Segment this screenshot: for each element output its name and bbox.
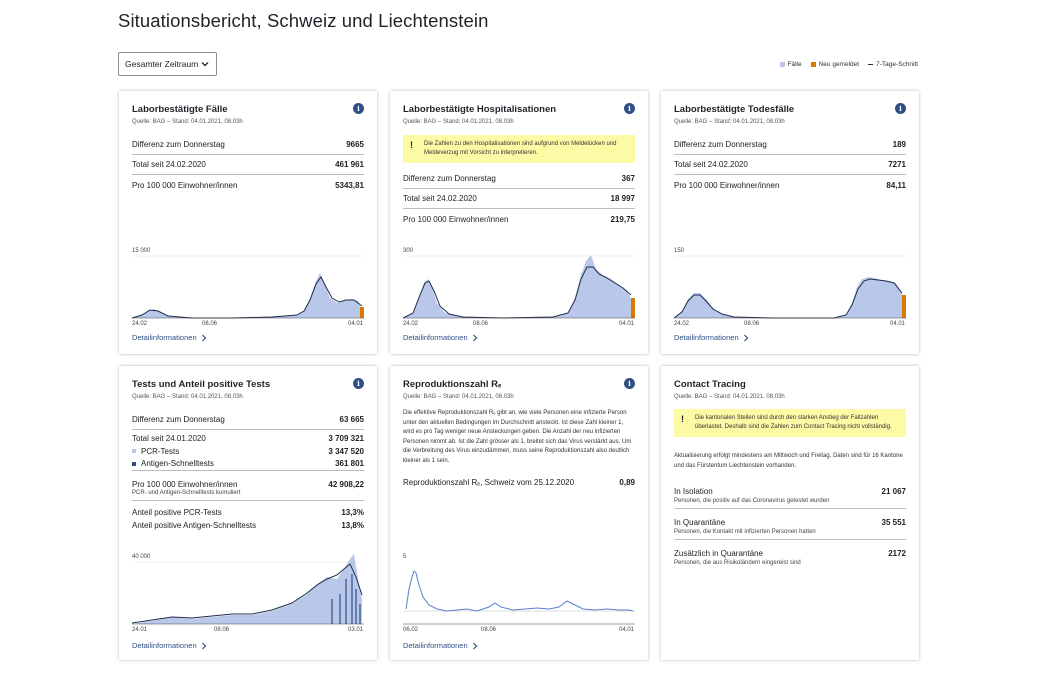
y-max-label: 300 [403, 248, 414, 254]
info-icon[interactable]: i [353, 378, 364, 389]
row-per100k-note: PCR- und Antigen-Schnelltests kumuliert [132, 490, 241, 496]
x-tick: 04.01 [890, 321, 906, 327]
chevron-right-icon [743, 334, 748, 341]
row-additional-quarantine: Zusätzlich in Quarantäne 2172 [674, 548, 906, 558]
row-diff: Differenz zum Donnerstag 63 665 [132, 410, 364, 430]
chart-cases: 15 000 24.02 08.06 04.01 [132, 248, 364, 327]
detail-link[interactable]: Detailinformationen [403, 641, 478, 650]
row-antigen: Antigen-Schnelltests 361 801 [132, 457, 364, 471]
x-tick: 06.02 [403, 627, 419, 633]
y-max-label: 150 [674, 248, 685, 254]
row-diff: Differenz zum Donnerstag 9665 [132, 135, 364, 155]
chevron-right-icon [472, 334, 477, 341]
row-quarantine-note: Personen, die Kontakt mit infizierten Pe… [674, 529, 816, 535]
info-icon[interactable]: i [895, 103, 906, 114]
warning-box: ! Die Zahlen zu den Hospitalisationen sin… [403, 135, 635, 163]
detail-link[interactable]: Detailinformationen [132, 641, 207, 650]
row-per100k: Pro 100 000 Einwohner/innen 5343,81 [132, 180, 364, 190]
y-max-label: 40 000 [132, 554, 151, 560]
page-title: Situationsbericht, Schweiz und Liechtens… [118, 10, 489, 31]
card-source: Quelle: BAG – Stand: 04.01.2021, 08.03h [674, 394, 785, 400]
legend-item-faelle: Fälle [779, 61, 802, 68]
chevron-down-icon [201, 62, 209, 67]
chevron-right-icon [472, 642, 477, 649]
x-tick: 04.01 [619, 321, 635, 327]
time-range-value: Gesamter Zeitraum [125, 59, 199, 69]
x-tick: 03.01 [348, 627, 364, 633]
x-tick: 24.02 [132, 321, 148, 327]
x-tick: 08.06 [481, 627, 497, 633]
x-tick: 24.02 [403, 321, 419, 327]
row-positive-pcr: Anteil positive PCR-Tests 13,3% [132, 508, 364, 517]
card-hospitalisations: Laborbestätigte Hospitalisationen Quelle… [390, 91, 648, 354]
legend-item-neu-gemeldet: Neu gemeldet [810, 61, 859, 68]
row-per100k: Pro 100 000 Einwohner/innen 219,75 [403, 214, 635, 224]
row-per100k: Pro 100 000 Einwohner/innen 84,11 [674, 180, 906, 190]
card-source: Quelle: BAG – Stand: 04.01.2021, 08.03h [403, 119, 514, 125]
card-source: Quelle: BAG – Stand: 04.01.2021, 08.03h [132, 394, 243, 400]
card-contact-tracing: Contact Tracing Quelle: BAG – Stand: 04.… [661, 366, 919, 660]
card-title: Contact Tracing [674, 379, 746, 390]
card-source: Quelle: BAG – Stand: 04.01.2021, 08.03h [132, 119, 243, 125]
row-quarantine: In Quarantäne 35 551 [674, 517, 906, 527]
chart-legend: Fälle Neu gemeldet 7-Tage-Schnitt [779, 61, 918, 68]
chart-tests: 40 000 24.01 08.06 03.01 [132, 554, 364, 633]
x-tick: 24.01 [132, 627, 148, 633]
card-reproduction: Reproduktionszahl Rₑ Quelle: BAG – Stand… [390, 366, 648, 660]
card-title: Reproduktionszahl Rₑ [403, 379, 502, 390]
info-icon[interactable]: i [624, 378, 635, 389]
card-tests: Tests und Anteil positive Tests Quelle: … [119, 366, 377, 660]
chart-hospitalisations: 300 24.02 08.06 04.01 [403, 248, 635, 327]
card-source: Quelle: BAG – Stand: 04.01.2021, 08.03h [674, 119, 785, 125]
row-re: Reproduktionszahl Rₑ, Schweiz vom 25.12.… [403, 477, 635, 487]
row-per100k: Pro 100 000 Einwohner/innen 42 908,22 [132, 479, 364, 489]
chart-deaths: 150 24.02 08.06 04.01 [674, 248, 906, 327]
row-positive-antigen: Anteil positive Antigen-Schnelltests 13,8… [132, 521, 364, 530]
x-tick: 08.06 [214, 627, 230, 633]
row-isolation-note: Personen, die positiv auf das Coronaviru… [674, 498, 830, 504]
row-total: Total seit 24.01.2020 3 709 321 [132, 434, 364, 443]
row-diff: Differenz zum Donnerstag 367 [403, 169, 635, 189]
detail-link[interactable]: Detailinformationen [132, 333, 207, 342]
info-icon[interactable]: i [624, 103, 635, 114]
x-tick: 04.01 [619, 627, 635, 633]
description-text: Die effektive Reproduktionszahl Rₑ gibt … [403, 410, 632, 464]
card-title: Laborbestätigte Fälle [132, 104, 228, 115]
card-title: Laborbestätigte Hospitalisationen [403, 104, 557, 115]
time-range-select[interactable]: Gesamter Zeitraum [118, 52, 217, 76]
warning-box: ! Die kantonalen Stellen sind durch den s… [674, 409, 906, 437]
row-total: Total seit 24.02.2020 461 961 [132, 155, 364, 175]
detail-link[interactable]: Detailinformationen [403, 333, 478, 342]
row-additional-quarantine-note: Personen, die aus Risikoländern eingerei… [674, 560, 801, 566]
card-deaths: Laborbestätigte Todesfälle Quelle: BAG –… [661, 91, 919, 354]
x-tick: 08.06 [202, 321, 218, 327]
row-total: Total seit 24.02.2020 18 997 [403, 189, 635, 209]
update-text: Aktualisierung erfolgt mindestens am Mit… [674, 453, 903, 469]
y-max-label: 5 [403, 554, 407, 560]
row-isolation: In Isolation 21 067 [674, 486, 906, 496]
card-cases: Laborbestätigte Fälle Quelle: BAG – Stan… [119, 91, 377, 354]
row-total: Total seit 24.02.2020 7271 [674, 155, 906, 175]
card-title: Laborbestätigte Todesfälle [674, 104, 795, 115]
x-tick: 04.01 [348, 321, 364, 327]
legend-item-7-tage-schnitt: 7-Tage-Schnitt [868, 61, 918, 68]
detail-link[interactable]: Detailinformationen [674, 333, 749, 342]
exclamation-icon: ! [410, 140, 413, 150]
card-title: Tests und Anteil positive Tests [132, 379, 271, 390]
card-source: Quelle: BAG – Stand: 04.01.2021, 08.03h [403, 394, 514, 400]
info-icon[interactable]: i [353, 103, 364, 114]
row-diff: Differenz zum Donnerstag 189 [674, 135, 906, 155]
chart-reproduction: 5 06.02 08.06 04.01 [403, 554, 635, 633]
square-bullet-icon [132, 461, 136, 466]
exclamation-icon: ! [681, 414, 684, 424]
square-bullet-icon [132, 449, 136, 454]
chevron-right-icon [201, 334, 206, 341]
chevron-right-icon [201, 642, 206, 649]
x-tick: 08.06 [473, 321, 489, 327]
x-tick: 08.06 [744, 321, 760, 327]
row-pcr: PCR-Tests 3 347 520 [132, 445, 364, 457]
y-max-label: 15 000 [132, 248, 151, 254]
x-tick: 24.02 [674, 321, 690, 327]
